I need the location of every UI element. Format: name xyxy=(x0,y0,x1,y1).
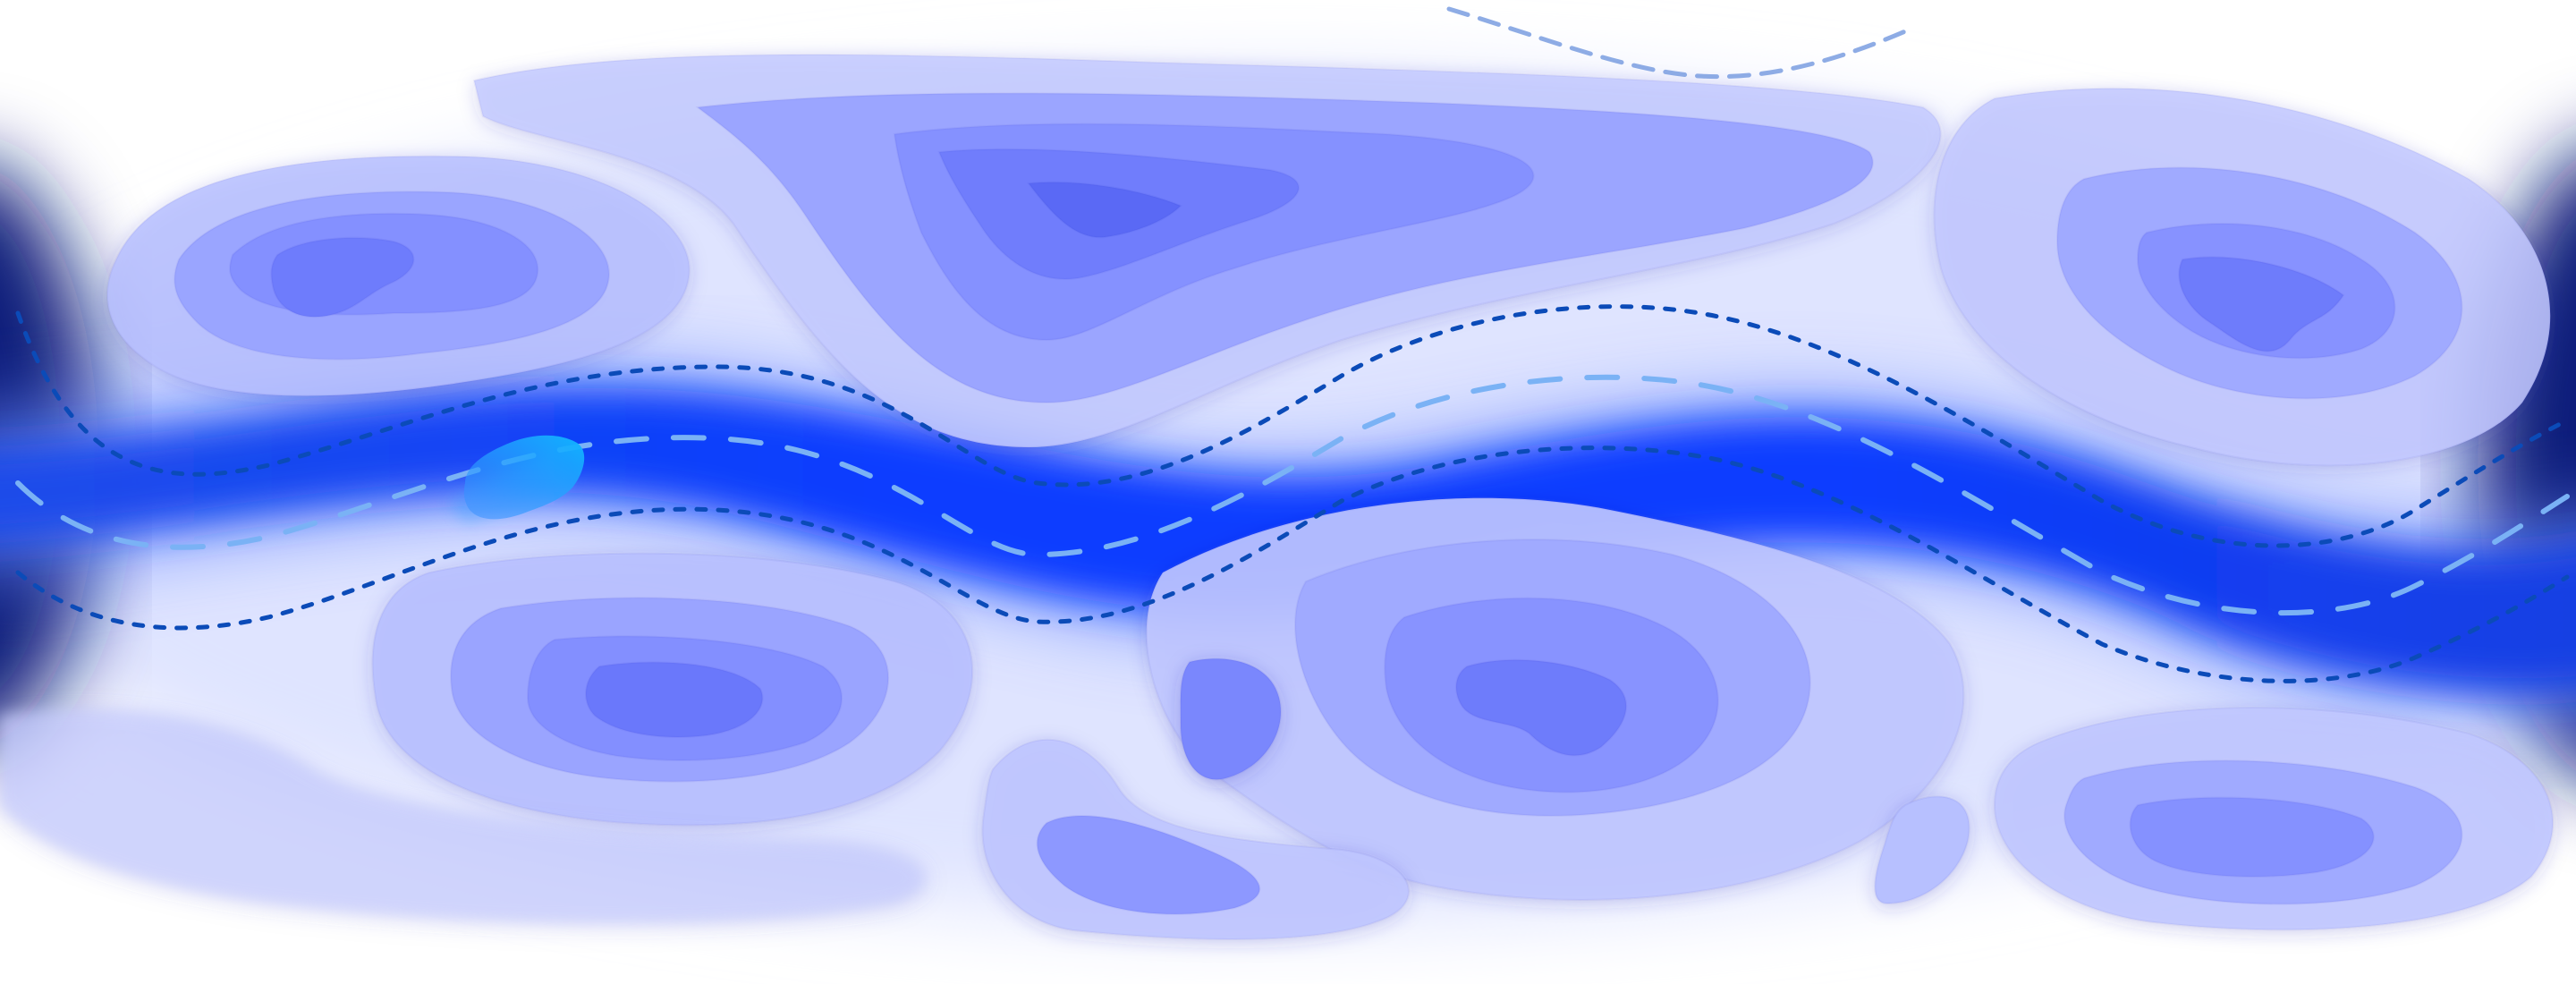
island-bottom-left-lower xyxy=(0,708,927,925)
island-bottom-right-small xyxy=(1874,795,1970,905)
boat-hull xyxy=(463,435,585,520)
center-dashed-line xyxy=(15,374,2570,616)
top-right-dashed-line xyxy=(1446,6,1908,80)
boat xyxy=(447,435,585,523)
island-bottom-lower xyxy=(981,738,1410,940)
right-bank-line xyxy=(15,445,2570,683)
island-top-right xyxy=(1933,87,2552,467)
island-bottom-right xyxy=(1993,707,2555,931)
island-bottom-center-small xyxy=(1179,657,1282,781)
island-bottom-center xyxy=(1145,496,1965,901)
island-bottom-left xyxy=(371,552,974,827)
island-top-left xyxy=(106,155,691,397)
left-bank-line xyxy=(15,304,2570,548)
river-lines xyxy=(15,6,2570,683)
island-top-center xyxy=(472,54,1942,449)
